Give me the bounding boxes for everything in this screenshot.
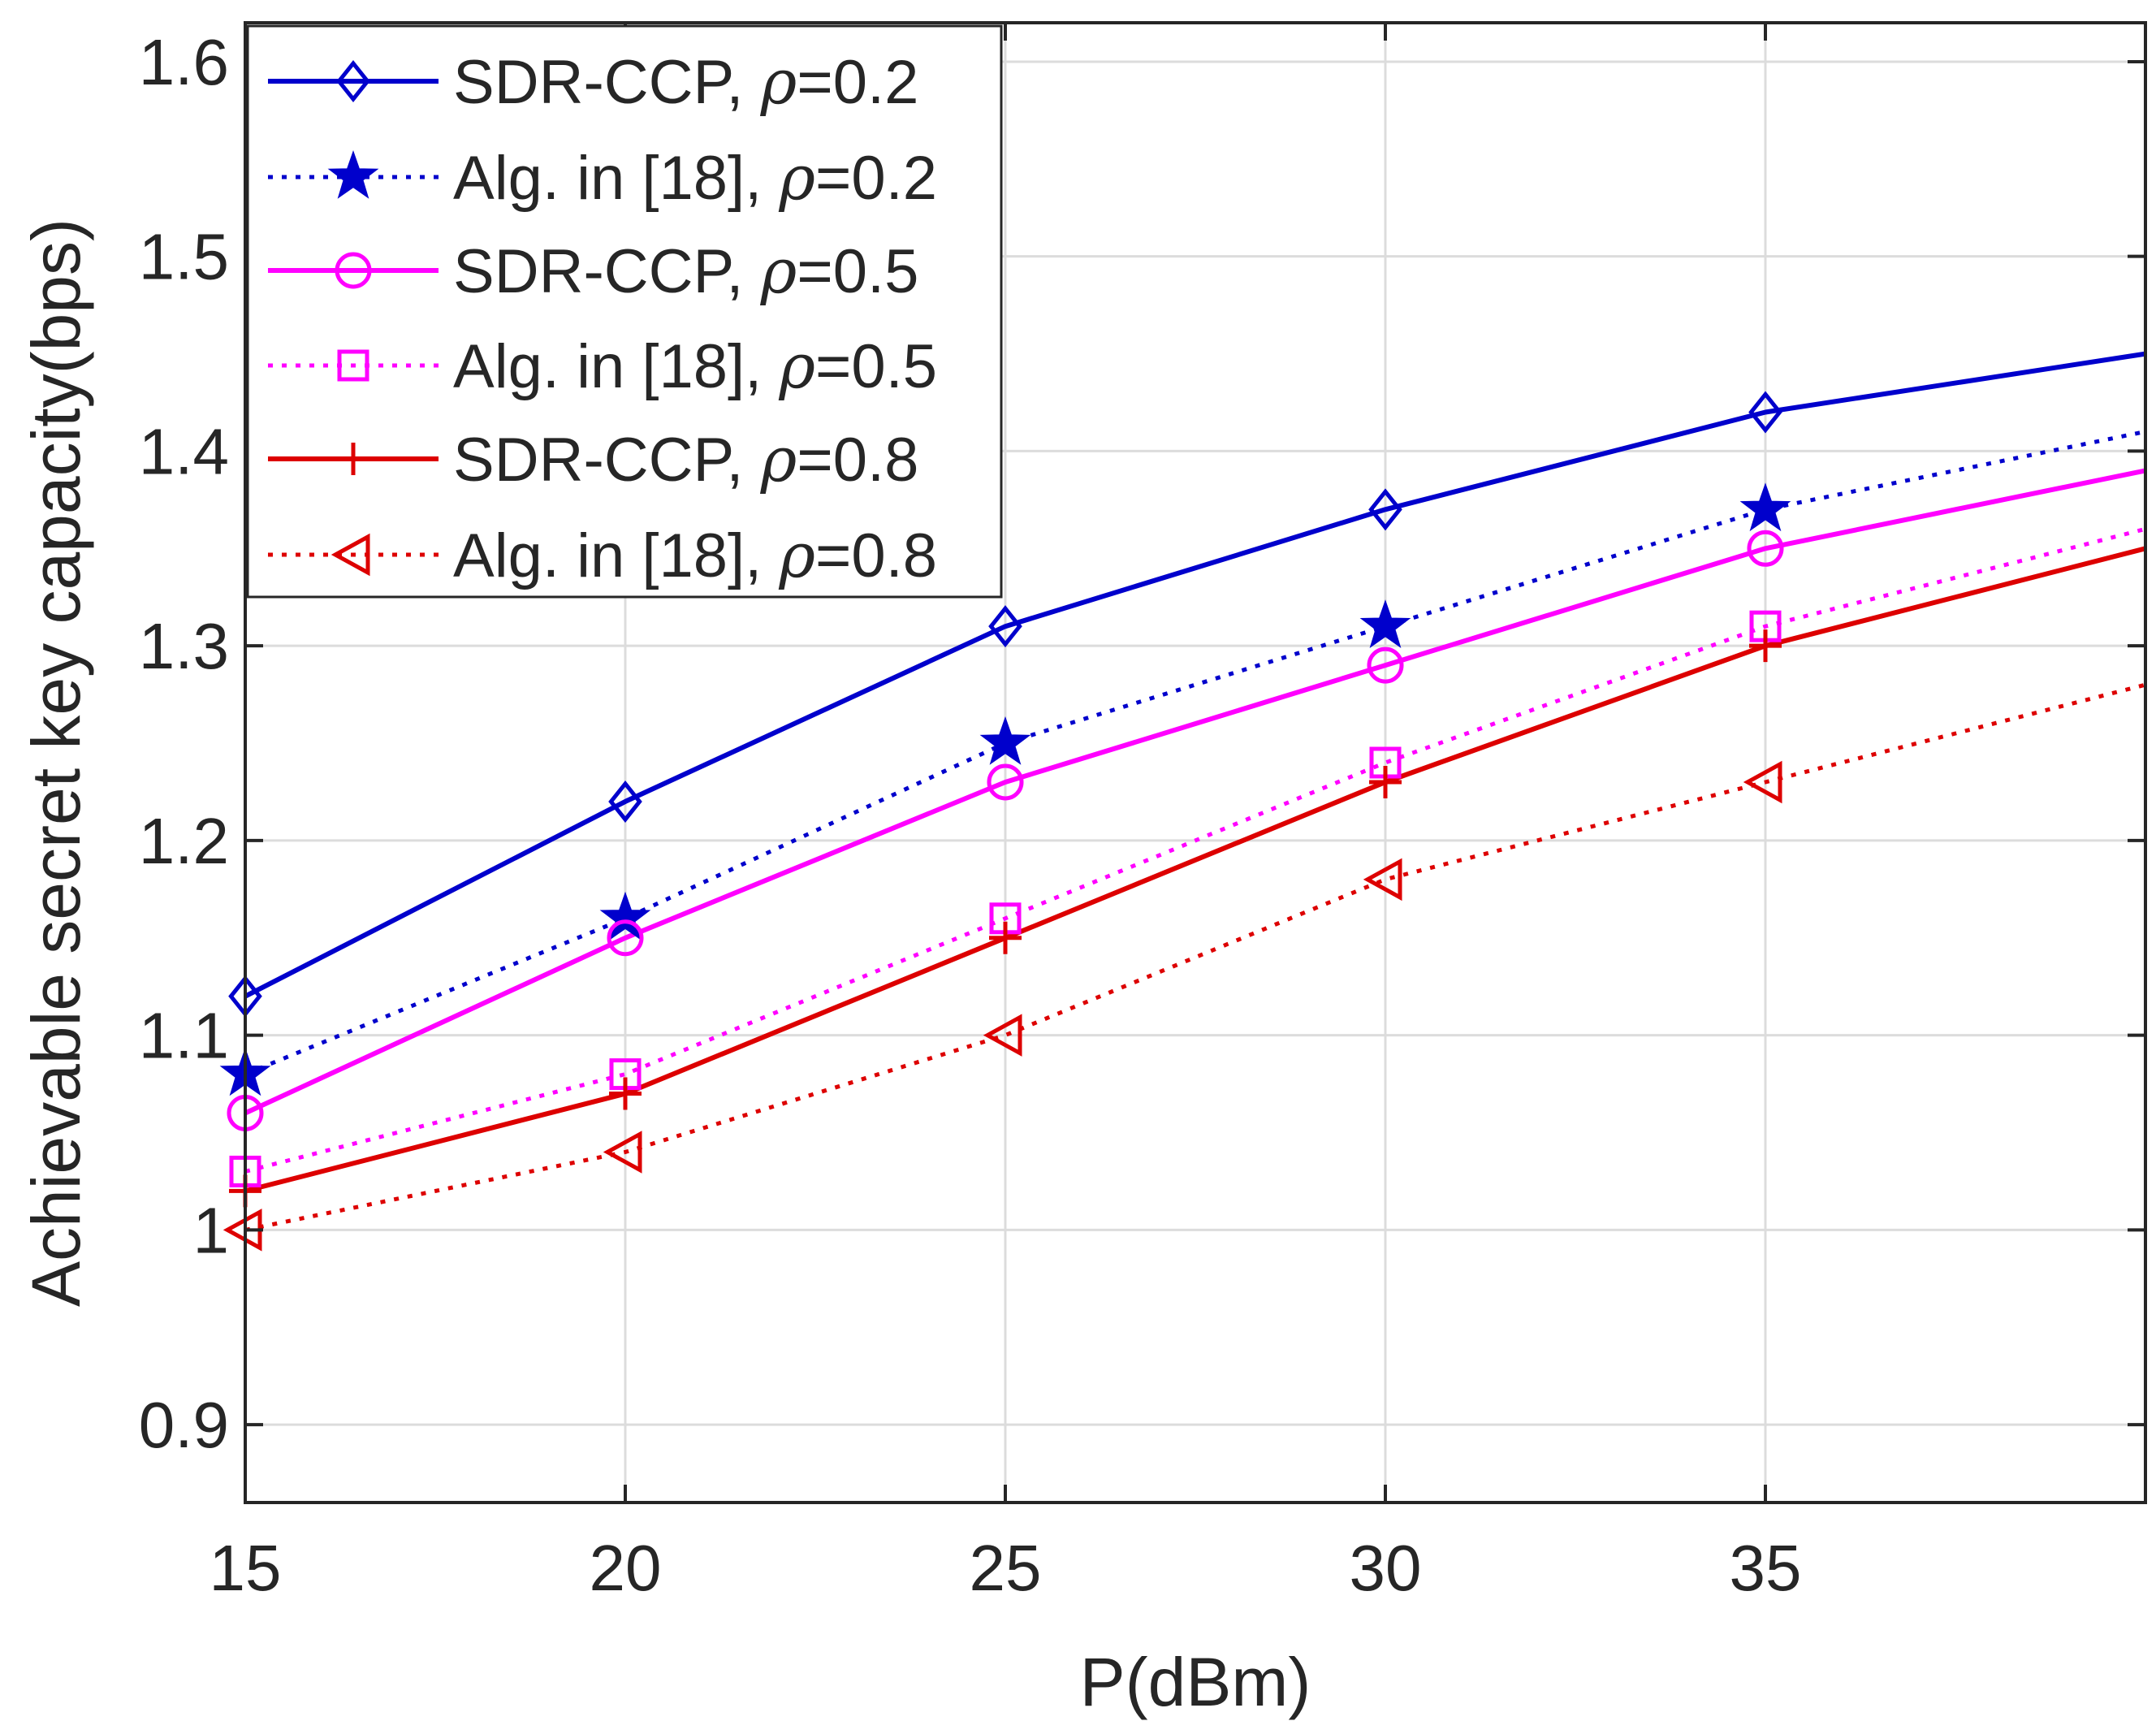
legend-marker bbox=[336, 59, 370, 103]
tick-labels: 15 20 25 30 35 0.9 1 1.1 1.2 1.3 1.4 1.5 1.6 bbox=[139, 26, 1802, 1604]
series-6-point bbox=[1743, 760, 1782, 804]
series-5-point bbox=[1369, 765, 1402, 798]
legend-label-text: Alg. in [18], bbox=[453, 144, 779, 213]
legend-label-value: =0.8 bbox=[815, 521, 937, 590]
series-markers bbox=[219, 391, 1791, 1252]
series-line-4 bbox=[244, 526, 2146, 1174]
legend-label-value: =0.2 bbox=[797, 48, 918, 117]
series-5-point bbox=[989, 921, 1022, 954]
legend-marker bbox=[327, 149, 379, 199]
legend-label-value: =0.2 bbox=[815, 144, 937, 213]
legend-marker bbox=[331, 533, 370, 577]
legend-label-value: =0.5 bbox=[815, 332, 937, 401]
y-tick-label: 1.4 bbox=[139, 415, 229, 487]
legend-label-text: SDR-CCP, bbox=[453, 426, 761, 495]
series-5-point bbox=[609, 1077, 642, 1110]
y-tick-label: 0.9 bbox=[139, 1389, 229, 1461]
legend-label-rho: ρ bbox=[778, 519, 815, 591]
x-tick-label: 25 bbox=[970, 1532, 1042, 1604]
legend-label-text: Alg. in [18], bbox=[453, 521, 779, 590]
series-line-1 bbox=[244, 351, 2146, 999]
legend-label-text: SDR-CCP, bbox=[453, 237, 761, 306]
legend-entry: Alg. in [18], ρ=0.2 bbox=[268, 141, 937, 214]
y-axis-label: Achievable secret key capacity(bps) bbox=[18, 218, 94, 1307]
legend-label-rho: ρ bbox=[760, 423, 797, 495]
series-line-3 bbox=[244, 468, 2146, 1116]
series-lines bbox=[244, 351, 2146, 1232]
x-tick-label: 35 bbox=[1730, 1532, 1802, 1604]
series-1-point bbox=[988, 605, 1022, 648]
y-tick-label: 1.6 bbox=[139, 26, 229, 98]
y-tick-label: 1.5 bbox=[139, 221, 229, 293]
legend-label: Alg. in [18], ρ=0.2 bbox=[453, 141, 937, 214]
x-tick-label: 15 bbox=[210, 1532, 282, 1604]
legend-entry: SDR-CCP, ρ=0.2 bbox=[268, 45, 918, 118]
series-3-point bbox=[1367, 646, 1404, 684]
legend-label-value: =0.5 bbox=[797, 237, 918, 306]
series-2-point bbox=[1359, 599, 1411, 648]
series-1-point bbox=[1368, 488, 1402, 531]
y-tick-label: 1.2 bbox=[139, 805, 229, 877]
legend-label-rho: ρ bbox=[778, 141, 815, 214]
series-1-point bbox=[1748, 391, 1782, 434]
series-6-point bbox=[603, 1131, 642, 1174]
legend-marker bbox=[337, 443, 369, 475]
legend-label-rho: ρ bbox=[778, 330, 815, 402]
legend-marker bbox=[337, 349, 369, 382]
series-3-point bbox=[607, 919, 644, 957]
legend-marker bbox=[335, 252, 372, 289]
legend-label: SDR-CCP, ρ=0.8 bbox=[453, 423, 918, 495]
x-tick-label: 20 bbox=[590, 1532, 662, 1604]
y-tick-label: 1.3 bbox=[139, 610, 229, 682]
series-1-point bbox=[608, 780, 642, 823]
legend-label: SDR-CCP, ρ=0.2 bbox=[453, 45, 918, 118]
series-6-point bbox=[983, 1014, 1022, 1057]
series-3-point bbox=[987, 763, 1024, 801]
legend-label-rho: ρ bbox=[760, 235, 797, 307]
legend-label: Alg. in [18], ρ=0.5 bbox=[453, 330, 937, 402]
legend-label: SDR-CCP, ρ=0.5 bbox=[453, 235, 918, 307]
legend-label-text: Alg. in [18], bbox=[453, 332, 779, 401]
y-tick-label: 1.1 bbox=[139, 1000, 229, 1072]
series-3-point bbox=[1747, 530, 1784, 567]
legend-entry: SDR-CCP, ρ=0.8 bbox=[268, 423, 918, 495]
legend-entry: Alg. in [18], ρ=0.8 bbox=[268, 519, 937, 591]
y-tick-label: 1 bbox=[193, 1194, 230, 1266]
legend-entry: SDR-CCP, ρ=0.5 bbox=[268, 235, 918, 307]
axes-box bbox=[244, 21, 2147, 1504]
legend-entry: Alg. in [18], ρ=0.5 bbox=[268, 330, 937, 402]
series-2-point bbox=[979, 716, 1031, 765]
legend-label-rho: ρ bbox=[760, 45, 797, 118]
legend-label-value: =0.8 bbox=[797, 426, 918, 495]
legend-box bbox=[246, 24, 1003, 599]
x-tick-label: 30 bbox=[1350, 1532, 1422, 1604]
series-2-point bbox=[599, 891, 651, 941]
series-2-point bbox=[1739, 482, 1791, 532]
series-5-point bbox=[1749, 629, 1782, 663]
series-6-point bbox=[1363, 858, 1402, 902]
x-axis-label: P(dBm) bbox=[1080, 1644, 1311, 1720]
series-line-2 bbox=[244, 429, 2146, 1076]
legend-label-text: SDR-CCP, bbox=[453, 48, 761, 117]
legend-label: Alg. in [18], ρ=0.8 bbox=[453, 519, 937, 591]
series-line-5 bbox=[244, 546, 2146, 1194]
